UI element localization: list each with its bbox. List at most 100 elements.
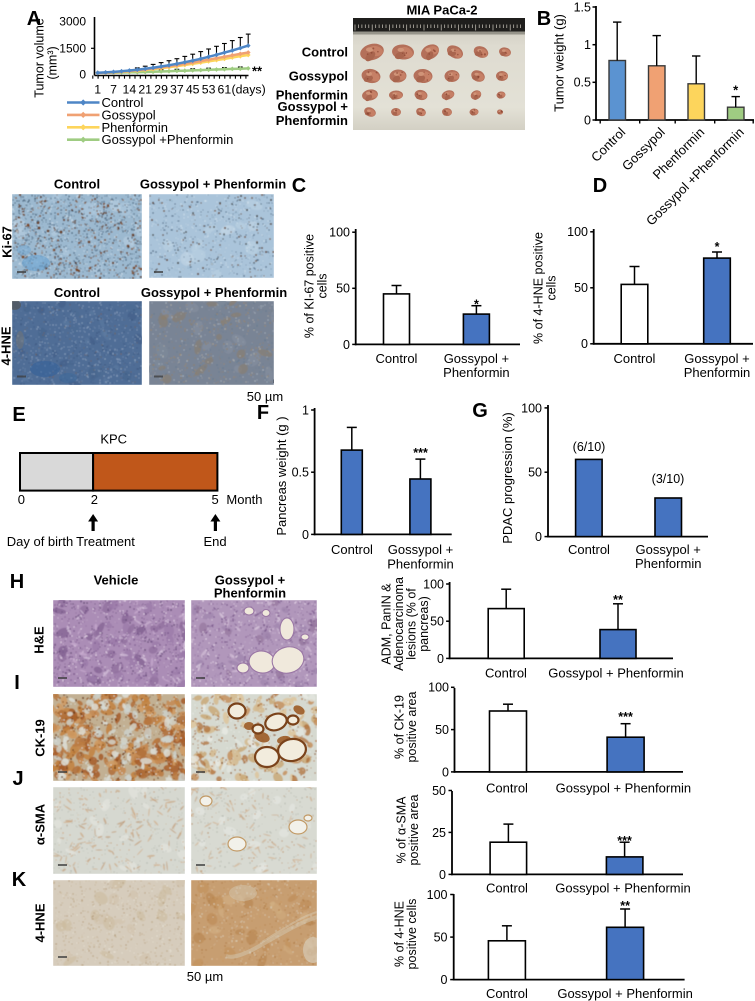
svg-text:45: 45 bbox=[186, 82, 200, 96]
svg-text:Gossypol + Phenformin: Gossypol + Phenformin bbox=[557, 986, 692, 1001]
svg-text:0: 0 bbox=[437, 652, 444, 666]
svg-text:% of α-SMA: % of α-SMA bbox=[394, 796, 408, 864]
svg-text:4-HNE: 4-HNE bbox=[0, 326, 14, 365]
svg-text:5: 5 bbox=[211, 492, 218, 507]
svg-text:H&E: H&E bbox=[32, 626, 47, 654]
svg-text:7: 7 bbox=[110, 82, 117, 96]
svg-text:Gossypol +: Gossypol + bbox=[278, 99, 349, 114]
svg-text:2: 2 bbox=[91, 492, 98, 507]
svg-text:1: 1 bbox=[584, 38, 591, 52]
svg-text:cells: cells bbox=[544, 275, 558, 300]
svg-text:% of 4-HNE: % of 4-HNE bbox=[392, 901, 406, 967]
svg-text:Control: Control bbox=[486, 881, 528, 896]
svg-text:C: C bbox=[292, 175, 306, 197]
svg-text:0: 0 bbox=[441, 973, 448, 987]
svg-text:*: * bbox=[474, 297, 479, 311]
svg-text:(mm³): (mm³) bbox=[45, 46, 59, 79]
svg-text:Control: Control bbox=[486, 986, 528, 1001]
svg-text:positive area: positive area bbox=[407, 795, 421, 866]
svg-text:0.5: 0.5 bbox=[292, 466, 309, 480]
svg-text:Control: Control bbox=[54, 285, 100, 300]
svg-text:0: 0 bbox=[581, 337, 588, 351]
svg-text:0: 0 bbox=[18, 492, 25, 507]
svg-text:cells: cells bbox=[315, 273, 329, 298]
svg-text:**: ** bbox=[613, 593, 623, 607]
svg-text:B: B bbox=[537, 8, 551, 30]
svg-text:Gossypol +: Gossypol + bbox=[635, 542, 700, 557]
svg-text:100: 100 bbox=[427, 888, 448, 902]
svg-text:Gossypol + Phenformin: Gossypol + Phenformin bbox=[556, 781, 691, 796]
svg-text:***: *** bbox=[617, 834, 632, 848]
svg-text:37: 37 bbox=[170, 82, 184, 96]
svg-text:Phenformin: Phenformin bbox=[684, 365, 750, 380]
svg-text:positive area: positive area bbox=[405, 692, 419, 763]
svg-text:***: *** bbox=[618, 710, 633, 724]
svg-text:50 µm: 50 µm bbox=[187, 969, 223, 984]
svg-text:Gossypol +Phenformin: Gossypol +Phenformin bbox=[102, 132, 234, 147]
svg-text:53: 53 bbox=[202, 82, 216, 96]
svg-text:Vehicle: Vehicle bbox=[94, 573, 139, 588]
svg-text:Control: Control bbox=[331, 542, 373, 557]
svg-text:CK-19: CK-19 bbox=[33, 719, 48, 757]
svg-text:Adenocarcinoma: Adenocarcinoma bbox=[392, 577, 406, 671]
svg-text:100: 100 bbox=[567, 225, 588, 239]
svg-text:0: 0 bbox=[439, 868, 446, 882]
svg-text:50: 50 bbox=[574, 281, 588, 295]
svg-text:1: 1 bbox=[94, 82, 101, 96]
svg-text:50: 50 bbox=[528, 466, 542, 480]
svg-text:Control: Control bbox=[376, 351, 418, 366]
svg-text:Gossypol: Gossypol bbox=[289, 69, 348, 84]
svg-text:0: 0 bbox=[442, 765, 449, 779]
svg-text:MIA PaCa-2: MIA PaCa-2 bbox=[406, 3, 477, 18]
svg-text:positive cells: positive cells bbox=[405, 899, 419, 970]
svg-text:D: D bbox=[593, 175, 607, 197]
svg-text:(6/10): (6/10) bbox=[573, 440, 606, 454]
svg-text:50: 50 bbox=[432, 784, 446, 798]
svg-text:100: 100 bbox=[521, 401, 542, 415]
svg-text:KPC: KPC bbox=[100, 432, 127, 447]
svg-text:0: 0 bbox=[343, 338, 350, 352]
svg-text:0: 0 bbox=[584, 113, 591, 127]
svg-text:Gossypol +: Gossypol + bbox=[215, 573, 286, 588]
svg-text:Gossypol +: Gossypol + bbox=[684, 351, 749, 366]
svg-text:pancreas): pancreas) bbox=[417, 596, 431, 652]
svg-text:ADM, PanIN &: ADM, PanIN & bbox=[379, 583, 393, 665]
svg-text:F: F bbox=[257, 402, 269, 424]
svg-text:Pancreas weight (g ): Pancreas weight (g ) bbox=[274, 416, 289, 535]
svg-text:Gossypol + Phenformin: Gossypol + Phenformin bbox=[140, 177, 286, 192]
svg-text:Gossypol: Gossypol bbox=[102, 108, 156, 123]
svg-text:Phenformin: Phenformin bbox=[276, 113, 348, 128]
svg-text:Control: Control bbox=[614, 351, 656, 366]
svg-text:14: 14 bbox=[123, 82, 137, 96]
svg-text:Control: Control bbox=[568, 542, 610, 557]
svg-text:Control: Control bbox=[485, 665, 527, 680]
svg-text:K: K bbox=[12, 869, 27, 891]
svg-text:0: 0 bbox=[79, 68, 86, 82]
svg-text:α-SMA: α-SMA bbox=[33, 803, 48, 845]
svg-text:Month: Month bbox=[226, 492, 262, 507]
svg-text:**: ** bbox=[252, 64, 263, 79]
svg-text:Day of birth: Day of birth bbox=[7, 534, 73, 549]
svg-text:100: 100 bbox=[428, 681, 449, 695]
svg-text:*: * bbox=[715, 240, 720, 254]
svg-text:% of CK-19: % of CK-19 bbox=[392, 695, 406, 759]
svg-text:Phenformin: Phenformin bbox=[276, 88, 348, 103]
svg-text:Gossypol + Phenformin: Gossypol + Phenformin bbox=[555, 881, 690, 896]
svg-text:PDAC progression (%): PDAC progression (%) bbox=[500, 412, 515, 544]
svg-text:E: E bbox=[12, 404, 25, 426]
svg-text:Tumor weight (g): Tumor weight (g) bbox=[552, 14, 567, 112]
svg-text:Gossypol +: Gossypol + bbox=[444, 351, 509, 366]
svg-text:25: 25 bbox=[432, 826, 446, 840]
svg-text:Phenformin: Phenformin bbox=[635, 556, 701, 571]
svg-text:% of 4-HNE positive: % of 4-HNE positive bbox=[531, 232, 545, 344]
svg-text:I: I bbox=[14, 672, 20, 694]
svg-text:Ki-67: Ki-67 bbox=[0, 226, 15, 258]
svg-text:Gossypol + Phenformin: Gossypol + Phenformin bbox=[548, 665, 683, 680]
svg-text:4-HNE: 4-HNE bbox=[33, 903, 48, 942]
svg-text:lesions (% of: lesions (% of bbox=[404, 588, 418, 660]
svg-text:Control: Control bbox=[302, 45, 348, 60]
svg-text:100: 100 bbox=[423, 577, 444, 591]
svg-text:Phenformin: Phenformin bbox=[214, 586, 286, 601]
svg-text:0: 0 bbox=[535, 530, 542, 544]
svg-text:50: 50 bbox=[430, 615, 444, 629]
